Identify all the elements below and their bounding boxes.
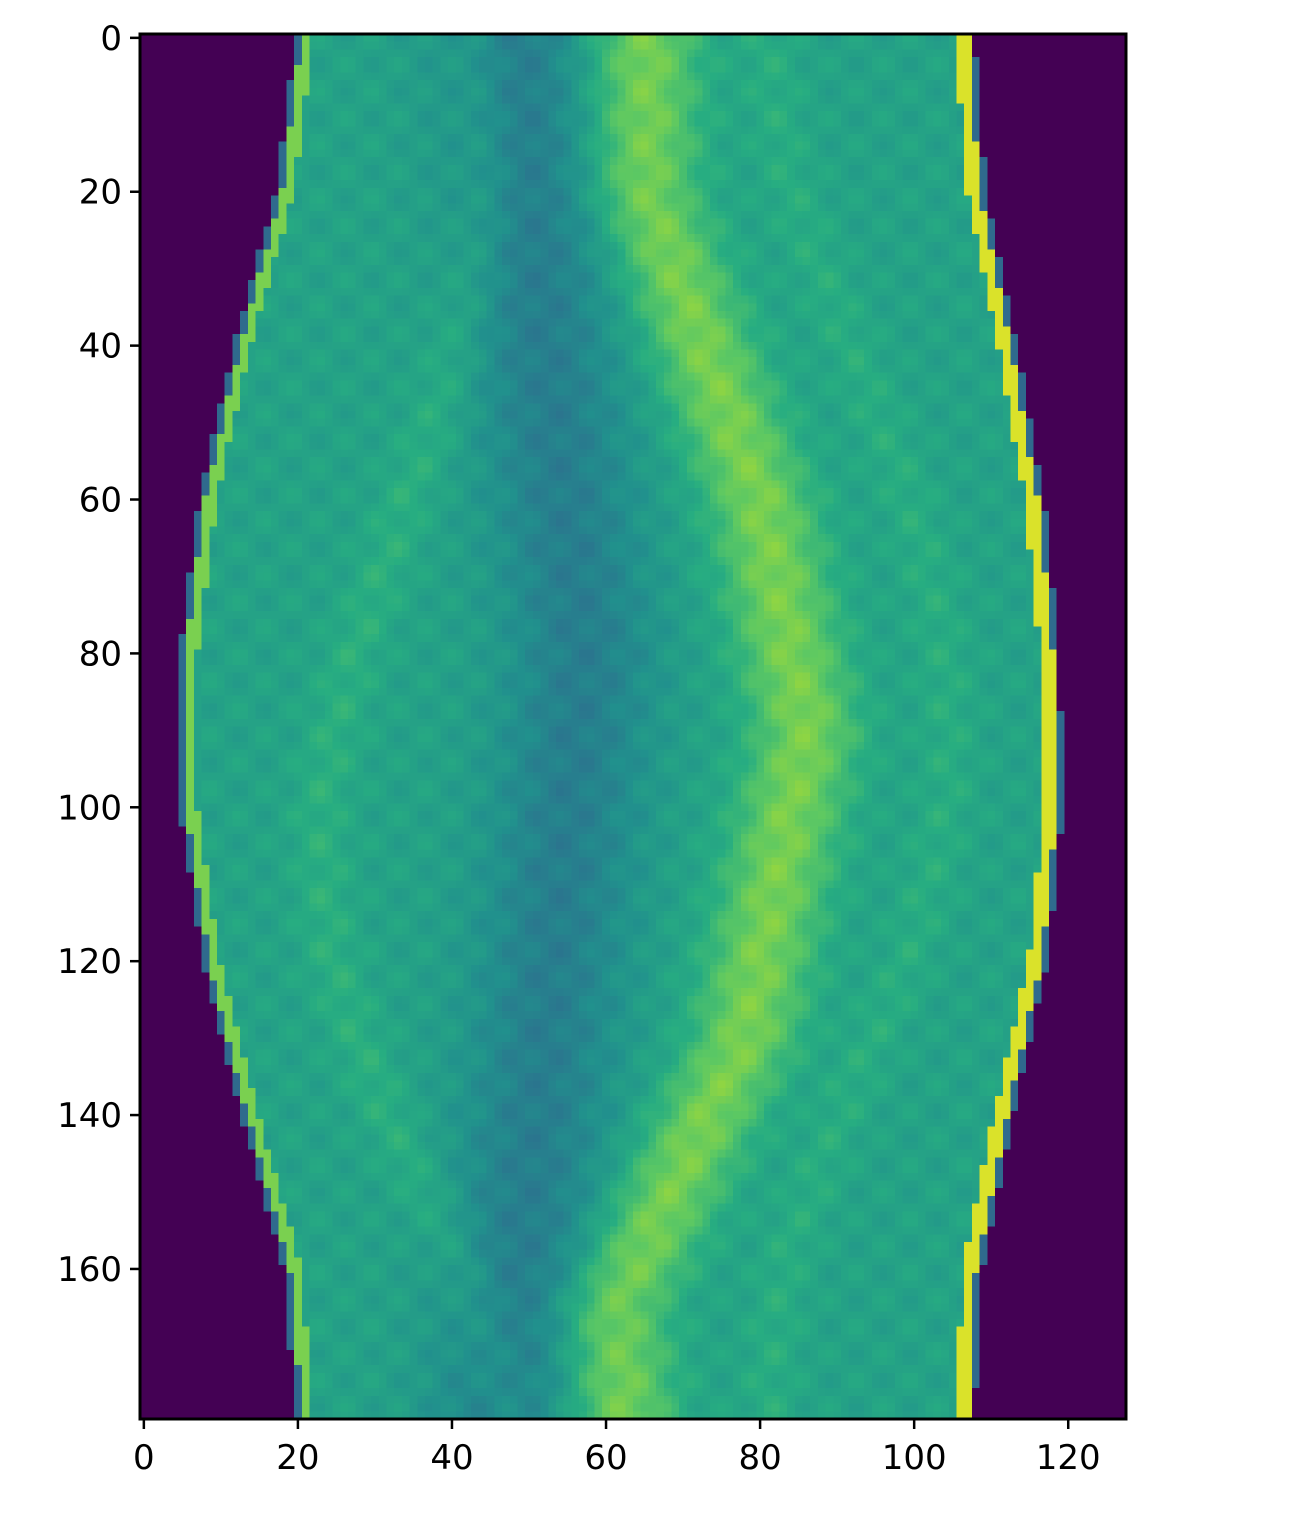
x-tick-label: 120 <box>1036 1438 1101 1478</box>
y-tick-label: 80 <box>79 634 122 674</box>
x-tick-label: 60 <box>584 1438 627 1478</box>
y-tick-label: 160 <box>57 1250 122 1290</box>
y-tick-label: 0 <box>100 19 122 59</box>
y-tick-label: 40 <box>79 327 122 367</box>
y-tick-label: 140 <box>57 1096 122 1136</box>
x-tick-label: 40 <box>430 1438 473 1478</box>
x-axis: 0 20 40 60 80 100 120 <box>133 1419 1101 1478</box>
plot-area <box>138 32 1128 1421</box>
x-tick-label: 100 <box>882 1438 947 1478</box>
x-tick-label: 80 <box>738 1438 781 1478</box>
heatmap-image <box>140 34 1126 1419</box>
y-tick-label: 120 <box>57 942 122 982</box>
y-tick-label: 60 <box>79 481 122 521</box>
axes-frame <box>138 32 1128 1421</box>
y-axis: 0 20 40 60 80 100 120 140 160 <box>57 19 140 1290</box>
x-tick-label: 0 <box>133 1438 155 1478</box>
y-tick-label: 100 <box>57 788 122 828</box>
y-tick-label: 20 <box>79 173 122 213</box>
x-tick-label: 20 <box>276 1438 319 1478</box>
